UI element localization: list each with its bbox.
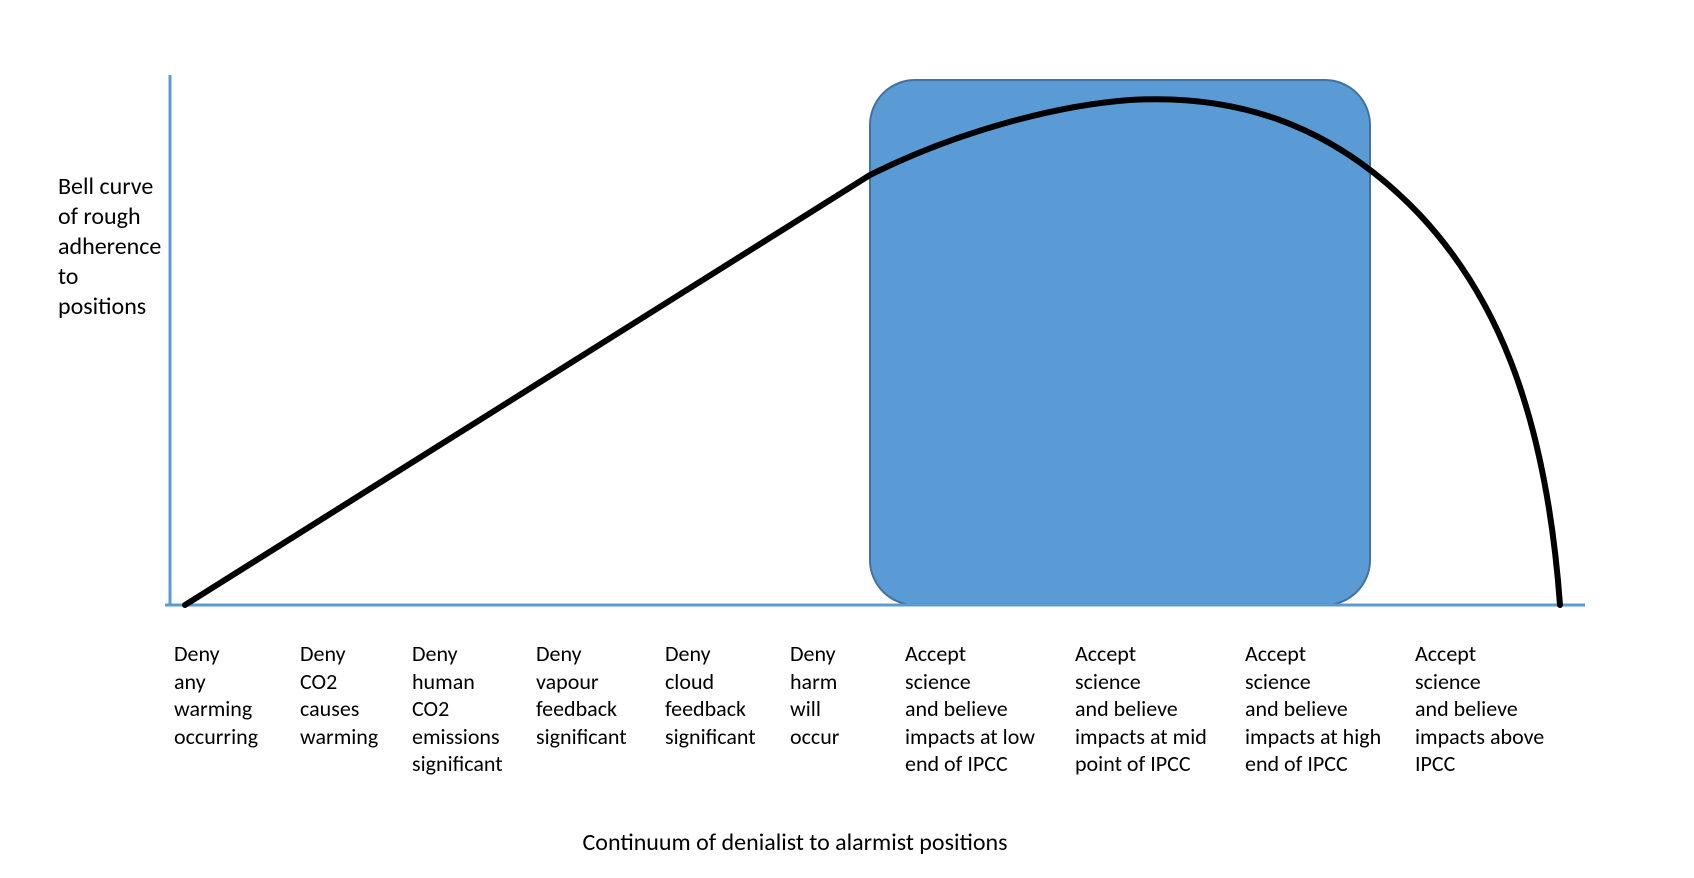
x-tick-label-5: Deny harm will occur	[790, 640, 839, 750]
x-tick-label-1: Deny CO2 causes warming	[300, 640, 378, 750]
x-tick-label-2: Deny human CO2 emissions significant	[412, 640, 503, 778]
x-tick-label-8: Accept science and believe impacts at hi…	[1245, 640, 1381, 778]
x-tick-label-7: Accept science and believe impacts at mi…	[1075, 640, 1207, 778]
x-tick-label-4: Deny cloud feedback significant	[665, 640, 756, 750]
x-tick-label-0: Deny any warming occurring	[174, 640, 258, 750]
highlight-box	[870, 80, 1370, 605]
chart-stage: Bell curve of rough adherence to positio…	[0, 0, 1694, 878]
y-axis-label: Bell curve of rough adherence to positio…	[58, 172, 161, 322]
x-tick-label-9: Accept science and believe impacts above…	[1415, 640, 1544, 778]
x-tick-label-3: Deny vapour feedback significant	[536, 640, 627, 750]
x-tick-label-6: Accept science and believe impacts at lo…	[905, 640, 1035, 778]
x-axis-title: Continuum of denialist to alarmist posit…	[495, 828, 1095, 857]
